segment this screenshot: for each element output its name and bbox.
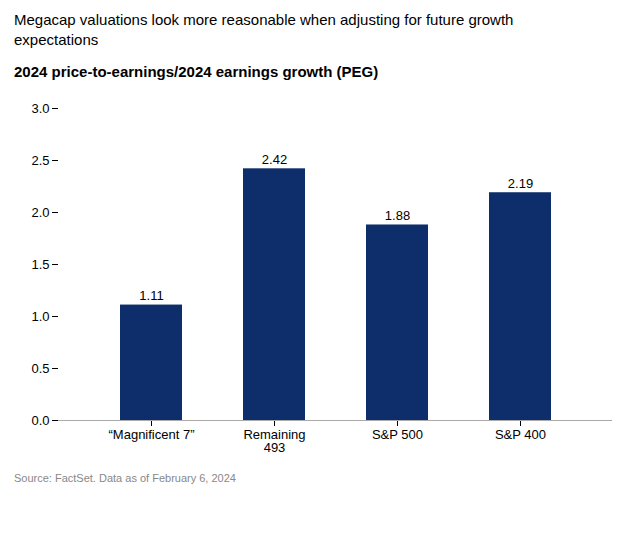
svg-text:2.0: 2.0 <box>31 205 49 220</box>
svg-text:2.42: 2.42 <box>262 152 287 167</box>
svg-text:2.19: 2.19 <box>508 176 533 191</box>
svg-text:0.0: 0.0 <box>31 413 49 428</box>
svg-text:“Magnificent 7”: “Magnificent 7” <box>109 427 195 442</box>
svg-text:Remaining493: Remaining493 <box>243 427 305 455</box>
svg-text:S&P 400: S&P 400 <box>495 427 546 442</box>
svg-text:1.0: 1.0 <box>31 309 49 324</box>
svg-text:0.5: 0.5 <box>31 361 49 376</box>
svg-text:1.11: 1.11 <box>139 288 163 303</box>
html-text:Source: FactSet. Data as of Fe: Source: FactSet. Data as of February 6, … <box>14 472 236 484</box>
svg-text:3.0: 3.0 <box>31 101 49 116</box>
svg-text:2.5: 2.5 <box>31 153 49 168</box>
svg-text:1.88: 1.88 <box>385 208 410 223</box>
html-text:Megacap valuations look more r: Megacap valuations look more reasonable … <box>14 11 514 48</box>
html-text:2024 price-to-earnings/2024 ea: 2024 price-to-earnings/2024 earnings gro… <box>14 63 379 80</box>
svg-text:S&P 500: S&P 500 <box>372 427 423 442</box>
svg-text:1.5: 1.5 <box>31 257 49 272</box>
